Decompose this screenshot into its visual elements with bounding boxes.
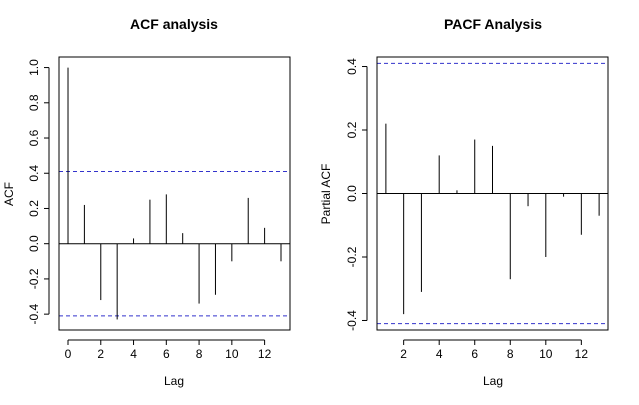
pacf-title: PACF Analysis — [444, 16, 542, 32]
acf-y-tick-label: -0.4 — [27, 303, 41, 324]
pacf-y-axis-label: Partial ACF — [319, 164, 333, 225]
acf-x-tick-label: 12 — [258, 347, 272, 361]
pacf-x-tick-label: 12 — [575, 347, 589, 361]
acf-x-tick-label: 8 — [196, 347, 203, 361]
acf-y-tick-label: 0.2 — [27, 200, 41, 217]
acf-y-tick-label: 0.4 — [27, 165, 41, 182]
acf-y-tick-label: 1.0 — [27, 59, 41, 76]
acf-panel: ACF analysis 0 2 4 6 8 10 12-0.4-0.20.00.20.40… — [2, 16, 291, 388]
pacf-plot-area: 2 4 6 8 10 12 -0.4 -0.2 0.0 0.2 0.4 — [345, 58, 608, 361]
pacf-x-tick-label: 10 — [539, 347, 553, 361]
pacf-y-tick-label: 0.2 — [345, 121, 359, 138]
acf-y-axis-label: ACF — [2, 182, 16, 206]
pacf-x-tick-label: 2 — [400, 347, 407, 361]
pacf-y-tick-label: -0.4 — [345, 310, 359, 331]
pacf-x-tick-label: 4 — [436, 347, 443, 361]
acf-frame — [58, 56, 291, 331]
acf-y-tick-label: 0.6 — [27, 129, 41, 146]
acf-y-tick-label: 0.0 — [27, 235, 41, 252]
pacf-y-tick-label: 0.0 — [345, 185, 359, 202]
pacf-x-tick-label: 6 — [471, 347, 478, 361]
pacf-y-tick-label: -0.2 — [345, 246, 359, 267]
pacf-x-axis-label: Lag — [483, 374, 503, 388]
acf-title: ACF analysis — [130, 16, 218, 32]
acf-x-tick-label: 6 — [163, 347, 170, 361]
acf-x-tick-label: 0 — [65, 347, 72, 361]
pacf-panel: PACF Analysis 2 4 6 8 10 12-0.4-0.20.00.20.4 … — [319, 16, 609, 388]
acf-plot-area: 0 2 4 6 8 10 12 -0.4 -0.2 0.0 0.2 0.4 0.6 0.8 1.0 — [27, 59, 290, 361]
pacf-x-tick-label: 8 — [507, 347, 514, 361]
acf-x-tick-label: 2 — [97, 347, 104, 361]
acf-y-tick-label: 0.8 — [27, 94, 41, 111]
acf-y-tick-label: -0.2 — [27, 268, 41, 289]
acf-x-tick-label: 10 — [225, 347, 239, 361]
pacf-y-tick-label: 0.4 — [345, 58, 359, 75]
acf-x-tick-label: 4 — [130, 347, 137, 361]
pacf-frame — [376, 56, 609, 331]
acf-x-axis-label: Lag — [164, 374, 184, 388]
